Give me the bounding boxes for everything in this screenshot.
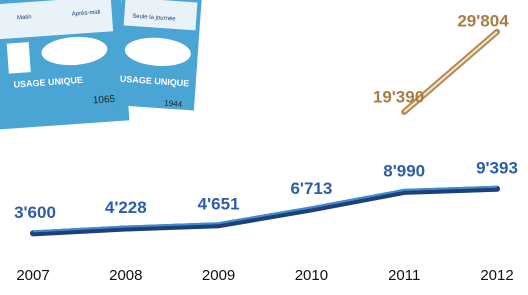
ticket: Matin Après-midi USAGE UNIQUE 10656: [0, 0, 129, 130]
series-line: [33, 189, 497, 234]
x-tick-label: 2010: [295, 267, 328, 284]
value-label: 3'600: [14, 203, 56, 222]
ticket-number: 1944: [164, 99, 183, 109]
value-label: 29'804: [457, 11, 509, 30]
parking-icon: [7, 42, 31, 73]
value-label: 6'713: [290, 179, 332, 198]
ticket-text: Matin: [17, 14, 32, 21]
chart: Matin Après-midi USAGE UNIQUE 10656 Seul…: [0, 0, 528, 295]
value-label: 8'990: [383, 161, 425, 180]
x-tick-label: 2007: [16, 267, 49, 284]
x-tick-label: 2008: [109, 267, 142, 284]
value-label: 4'228: [105, 198, 147, 217]
ticket: Seule la journée USAGE UNIQUE 1944: [114, 0, 202, 111]
x-tick-label: 2012: [480, 267, 513, 284]
x-tick-label: 2011: [388, 267, 420, 284]
value-label: 9'393: [476, 158, 518, 177]
ticket-images: Matin Après-midi USAGE UNIQUE 10656 Seul…: [0, 0, 202, 130]
value-label: 4'651: [198, 195, 240, 214]
x-tick-label: 2009: [202, 267, 235, 284]
value-label: 19'390: [373, 87, 424, 106]
